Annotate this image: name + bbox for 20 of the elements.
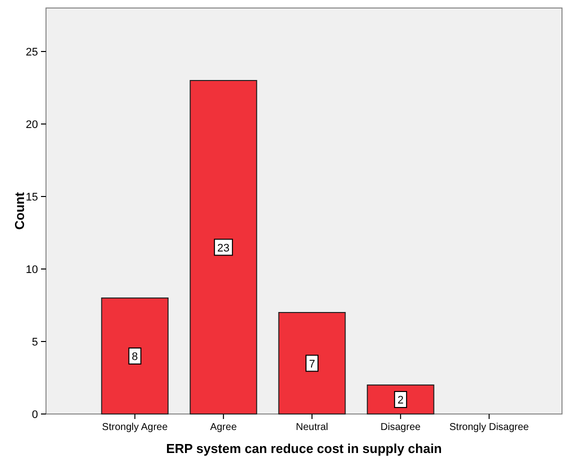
x-axis-title: ERP system can reduce cost in supply chain [166, 441, 442, 456]
x-tick-label: Strongly Agree [102, 422, 168, 433]
bar [190, 80, 258, 414]
x-tick-label: Neutral [296, 422, 328, 433]
y-tick-label: 5 [32, 336, 38, 348]
data-label: 23 [217, 242, 230, 254]
y-tick-label: 25 [26, 46, 38, 58]
y-tick-label: 0 [32, 409, 38, 421]
y-tick-label: 15 [26, 192, 38, 204]
data-label: 7 [308, 358, 316, 370]
data-label: 8 [132, 351, 138, 363]
x-tick-label: Strongly Disagree [449, 422, 530, 433]
data-label: 2 [398, 394, 404, 406]
y-tick-label: 10 [26, 264, 38, 276]
bar [101, 298, 169, 414]
x-tick-label: Agree [210, 422, 238, 433]
bar [278, 312, 346, 414]
x-tick-label: Disagree [380, 422, 422, 433]
y-axis-title: Count [12, 192, 27, 230]
y-tick-label: 20 [26, 119, 38, 131]
